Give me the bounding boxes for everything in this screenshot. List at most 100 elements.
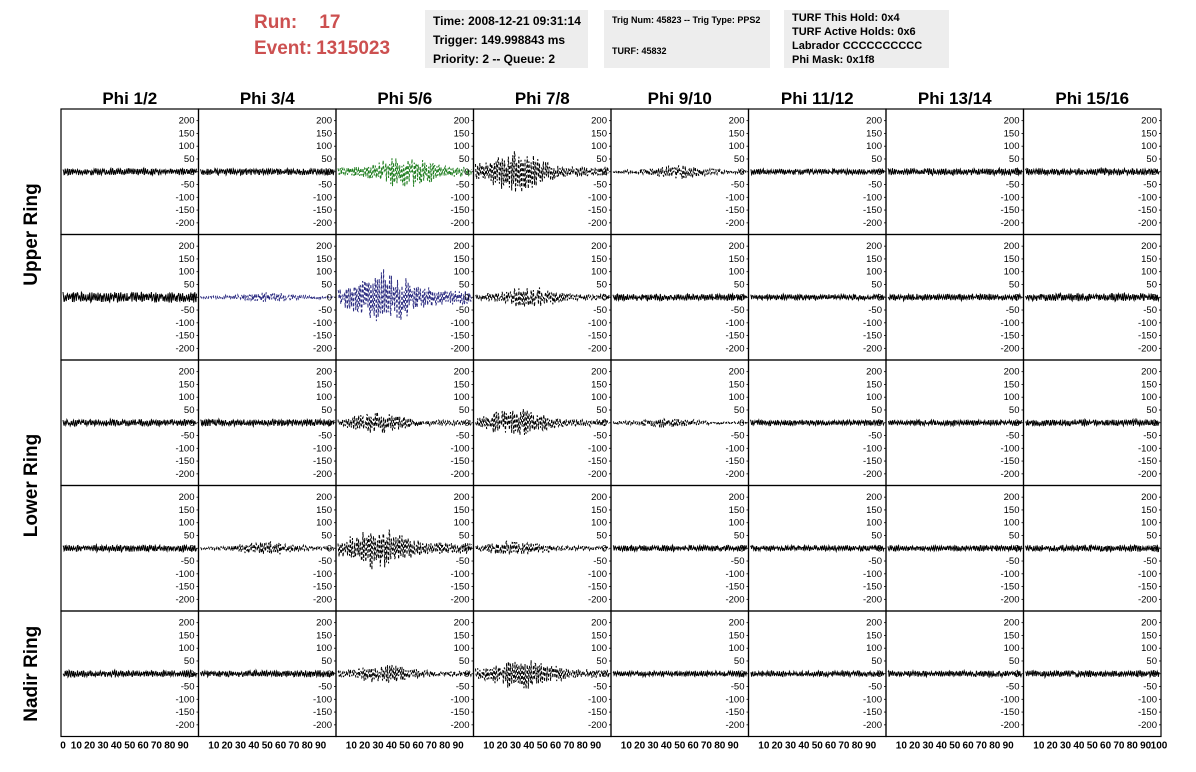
waveform-trace bbox=[337, 529, 472, 570]
y-tick-label: 100 bbox=[1004, 141, 1020, 152]
y-tick-label: -200 bbox=[313, 343, 332, 354]
y-tick-label: -200 bbox=[588, 343, 607, 354]
y-tick-label: -150 bbox=[725, 456, 744, 467]
y-tick-label: -100 bbox=[1138, 569, 1157, 580]
y-tick-label: -50 bbox=[318, 682, 332, 693]
y-tick-label: 50 bbox=[184, 656, 195, 667]
y-tick-label: 0 bbox=[327, 543, 332, 554]
y-tick-label: 0 bbox=[464, 167, 469, 178]
y-tick-label: 0 bbox=[602, 543, 607, 554]
y-tick-label: -50 bbox=[456, 556, 470, 567]
y-tick-label: 50 bbox=[459, 656, 470, 667]
y-tick-label: -100 bbox=[863, 569, 882, 580]
y-tick-label: 150 bbox=[179, 630, 195, 641]
waveform-trace bbox=[750, 418, 885, 427]
x-tick-label: 10 bbox=[896, 741, 908, 752]
column-header: Phi 9/10 bbox=[648, 89, 712, 108]
y-tick-label: 150 bbox=[866, 128, 882, 139]
waveform-trace bbox=[612, 543, 747, 553]
y-tick-label: 0 bbox=[189, 292, 194, 303]
x-tick-label: 20 bbox=[772, 741, 784, 752]
y-tick-label: 100 bbox=[591, 518, 607, 529]
y-tick-label: -50 bbox=[731, 431, 745, 442]
y-tick-label: -150 bbox=[313, 456, 332, 467]
y-tick-label: -100 bbox=[1138, 443, 1157, 454]
y-tick-label: 50 bbox=[459, 530, 470, 541]
y-tick-label: -150 bbox=[450, 582, 469, 593]
x-tick-label: 10 bbox=[621, 741, 633, 752]
x-tick-label: 90 bbox=[728, 741, 740, 752]
y-tick-label: -150 bbox=[588, 582, 607, 593]
y-tick-label: 200 bbox=[729, 241, 745, 252]
event-value: 1315023 bbox=[316, 38, 391, 59]
y-tick-label: -50 bbox=[181, 180, 195, 191]
y-tick-label: 0 bbox=[189, 167, 194, 178]
turf-info-box: TURF This Hold: 0x4 TURF Active Holds: 0… bbox=[784, 10, 949, 68]
x-tick-label: 90 bbox=[453, 741, 465, 752]
y-tick-label: 100 bbox=[1004, 518, 1020, 529]
y-tick-label: 0 bbox=[1014, 543, 1019, 554]
y-tick-label: -100 bbox=[588, 569, 607, 580]
y-tick-label: 200 bbox=[729, 492, 745, 503]
y-tick-label: 0 bbox=[877, 167, 882, 178]
waveform-trace bbox=[475, 287, 610, 309]
y-tick-label: -100 bbox=[725, 443, 744, 454]
y-tick-label: -100 bbox=[1000, 318, 1019, 329]
y-tick-label: 50 bbox=[1146, 279, 1157, 290]
y-tick-label: 0 bbox=[464, 418, 469, 429]
x-tick-label: 90 bbox=[590, 741, 602, 752]
y-tick-label: -200 bbox=[313, 218, 332, 229]
x-tick-label: 20 bbox=[909, 741, 921, 752]
y-tick-label: 150 bbox=[179, 379, 195, 390]
x-tick-label: 30 bbox=[97, 741, 109, 752]
waveform-trace bbox=[1025, 291, 1160, 303]
y-tick-label: 0 bbox=[602, 418, 607, 429]
x-tick-label: 40 bbox=[1073, 741, 1085, 752]
y-tick-label: -150 bbox=[588, 456, 607, 467]
y-tick-label: 200 bbox=[591, 492, 607, 503]
y-tick-label: -200 bbox=[1138, 343, 1157, 354]
y-tick-label: 150 bbox=[1004, 254, 1020, 265]
y-tick-label: 200 bbox=[316, 618, 332, 629]
y-tick-label: 50 bbox=[459, 279, 470, 290]
x-tick-label: 80 bbox=[577, 741, 589, 752]
y-tick-label: 100 bbox=[316, 518, 332, 529]
x-tick-label: 80 bbox=[989, 741, 1001, 752]
y-tick-label: -150 bbox=[725, 582, 744, 593]
x-tick-label: 90 bbox=[315, 741, 327, 752]
waveform-trace bbox=[612, 417, 747, 429]
y-tick-label: -50 bbox=[181, 682, 195, 693]
waveform-trace bbox=[62, 542, 197, 554]
column-header: Phi 5/6 bbox=[377, 89, 432, 108]
y-tick-label: 50 bbox=[1146, 656, 1157, 667]
x-tick-label: 60 bbox=[138, 741, 150, 752]
y-tick-label: 50 bbox=[734, 530, 745, 541]
y-tick-label: -200 bbox=[588, 720, 607, 731]
y-tick-label: 50 bbox=[184, 405, 195, 416]
x-tick-label: 80 bbox=[439, 741, 451, 752]
y-tick-label: -150 bbox=[1138, 456, 1157, 467]
y-tick-label: -50 bbox=[1143, 305, 1157, 316]
y-tick-label: -100 bbox=[450, 192, 469, 203]
x-tick-label: 10 bbox=[483, 741, 495, 752]
x-tick-label: 10 bbox=[208, 741, 220, 752]
y-tick-label: -50 bbox=[593, 180, 607, 191]
y-tick-label: 50 bbox=[321, 656, 332, 667]
y-tick-label: 50 bbox=[596, 405, 607, 416]
y-tick-label: -150 bbox=[175, 582, 194, 593]
waveform-trace bbox=[1025, 543, 1160, 554]
y-tick-label: -200 bbox=[1138, 720, 1157, 731]
x-tick-label: 80 bbox=[302, 741, 314, 752]
y-tick-label: 100 bbox=[316, 267, 332, 278]
waveform-trace bbox=[62, 417, 197, 428]
y-tick-label: 0 bbox=[877, 543, 882, 554]
y-tick-label: -100 bbox=[313, 318, 332, 329]
y-tick-label: -200 bbox=[175, 343, 194, 354]
x-tick-label: 50 bbox=[262, 741, 274, 752]
x-tick-label: 30 bbox=[647, 741, 659, 752]
waveform-trace bbox=[200, 541, 335, 555]
x-tick-label: 80 bbox=[714, 741, 726, 752]
y-tick-label: 200 bbox=[454, 116, 470, 127]
x-tick-label: 40 bbox=[936, 741, 948, 752]
y-tick-label: -100 bbox=[863, 192, 882, 203]
